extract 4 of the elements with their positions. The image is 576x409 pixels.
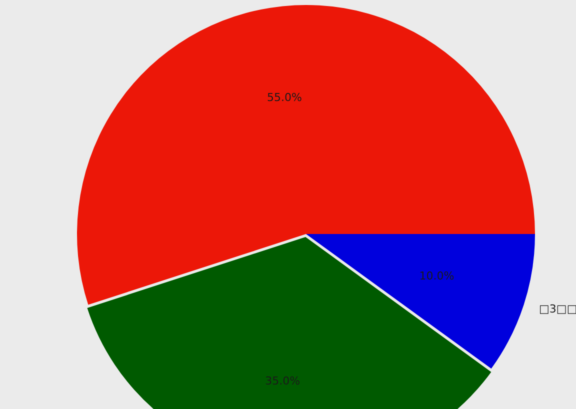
data-label: 10.0% [419, 269, 454, 282]
data-label: 55.0% [267, 91, 302, 104]
slice-label: □3□□ [539, 302, 576, 316]
data-label: 35.0% [265, 374, 300, 388]
